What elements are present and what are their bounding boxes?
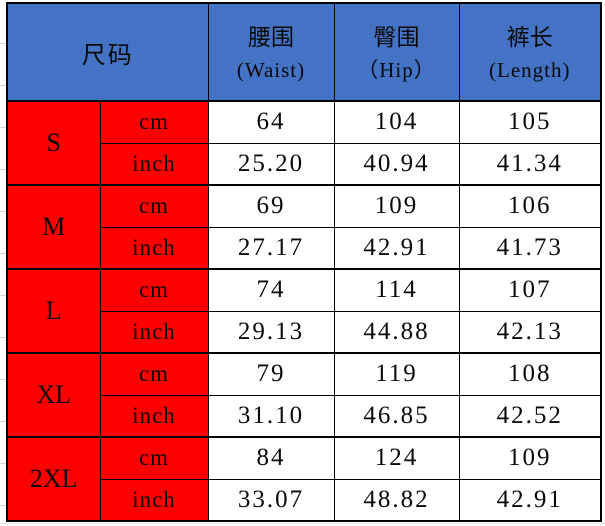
table-row-m-inch: inch 27.17 42.91 41.73 [7,226,602,270]
unit-cell-inch: inch [99,142,209,186]
length-value: 106 [458,184,602,228]
length-value: 42.52 [458,394,602,438]
hip-header-en: （Hip） [357,57,436,82]
size-cell-m: M [6,184,101,270]
hip-value: 124 [333,436,460,480]
hip-column-header: 臀围 （Hip） [333,2,460,102]
unit-cell-cm: cm [99,436,209,480]
length-value: 42.91 [458,478,602,522]
hip-value: 114 [333,268,460,312]
table-row-s-cm: S cm 64 104 105 [6,100,602,186]
waist-header-en: (Waist) [236,57,306,82]
table-row-xl-cm: XL cm 79 119 108 [6,352,602,438]
hip-value: 46.85 [333,394,460,438]
waist-value: 79 [207,352,335,396]
length-column-header: 裤长 (Length) [458,2,602,102]
hip-value: 109 [333,184,460,228]
unit-cell-inch: inch [99,478,209,522]
length-value: 108 [458,352,602,396]
spreadsheet-gridline-bottom [0,523,605,524]
waist-header-zh: 腰围 [248,25,294,50]
table-row-s-inch: inch 25.20 40.94 41.34 [7,142,602,186]
unit-cell-inch: inch [99,226,209,270]
length-header-en: (Length) [489,57,571,82]
size-cell-l: L [6,268,101,354]
size-header-label: 尺码 [81,42,134,69]
size-chart-table: 尺码 腰围 (Waist) 臀围 （Hip） 裤长 (Length) S cm … [6,2,602,522]
length-value: 42.13 [458,310,602,354]
waist-value: 27.17 [207,226,335,270]
waist-value: 84 [207,436,335,480]
hip-value: 119 [333,352,460,396]
hip-value: 44.88 [333,310,460,354]
table-row-l-cm: L cm 74 114 107 [6,268,602,354]
table-header-row: 尺码 腰围 (Waist) 臀围 （Hip） 裤长 (Length) [6,2,602,102]
waist-value: 69 [207,184,335,228]
table-row-2xl-inch: inch 33.07 48.82 42.91 [7,478,602,522]
length-value: 105 [458,100,602,144]
hip-value: 104 [333,100,460,144]
unit-cell-cm: cm [99,268,209,312]
table-row-xl-inch: inch 31.10 46.85 42.52 [7,394,602,438]
size-cell-2xl: 2XL [6,436,101,522]
waist-value: 25.20 [207,142,335,186]
size-cell-xl: XL [6,352,101,438]
waist-value: 31.10 [207,394,335,438]
size-cell-s: S [6,100,101,186]
table-row-l-inch: inch 29.13 44.88 42.13 [7,310,602,354]
length-header-zh: 裤长 [506,25,553,50]
hip-header-zh: 臀围 [373,25,420,50]
unit-cell-cm: cm [99,184,209,228]
hip-value: 40.94 [333,142,460,186]
waist-column-header: 腰围 (Waist) [207,2,335,102]
waist-value: 74 [207,268,335,312]
table-row-2xl-cm: 2XL cm 84 124 109 [6,436,602,522]
table-row-m-cm: M cm 69 109 106 [6,184,602,270]
length-value: 41.34 [458,142,602,186]
unit-cell-cm: cm [99,352,209,396]
unit-cell-inch: inch [99,310,209,354]
length-value: 109 [458,436,602,480]
unit-cell-inch: inch [99,394,209,438]
waist-value: 29.13 [207,310,335,354]
spreadsheet-gridline-gutter [0,2,6,521]
waist-value: 64 [207,100,335,144]
size-column-header: 尺码 [6,2,209,102]
waist-value: 33.07 [207,478,335,522]
hip-value: 42.91 [333,226,460,270]
length-value: 107 [458,268,602,312]
length-value: 41.73 [458,226,602,270]
hip-value: 48.82 [333,478,460,522]
unit-cell-cm: cm [99,100,209,144]
